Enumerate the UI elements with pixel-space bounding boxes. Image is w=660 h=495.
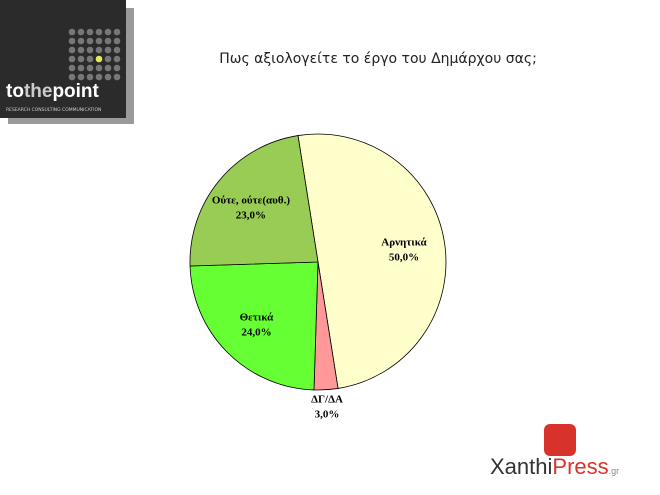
logo-dot	[86, 28, 94, 36]
logo-dot	[113, 46, 121, 54]
logo-dots	[68, 28, 121, 81]
logo-dot	[77, 28, 85, 36]
pie-slice	[189, 261, 319, 391]
logo-dot	[104, 28, 112, 36]
logo-dot	[68, 55, 76, 63]
logo-dot	[68, 37, 76, 45]
slice-label: ΔΓ/ΔΑ	[311, 394, 343, 406]
slice-label: Αρνητικά	[381, 236, 427, 248]
logo-dot	[104, 55, 112, 63]
value-label: 23,0%	[236, 210, 266, 222]
logo-tagline: RESEARCH CONSULTING COMMUNICATION	[6, 107, 101, 113]
logo-dot	[113, 28, 121, 36]
chart-title: Πως αξιολογείτε το έργο του Δημάρχου σας…	[219, 51, 537, 67]
logo-dot	[95, 28, 103, 36]
logo-part: to	[6, 81, 24, 102]
logo-dot	[95, 73, 103, 81]
logo-dot	[95, 46, 103, 54]
logo-dot	[86, 37, 94, 45]
logo-dot	[77, 46, 85, 54]
logo-dot	[86, 64, 94, 72]
slice-label: Ούτε, ούτε(αυθ.)	[212, 195, 291, 207]
pie-slice	[297, 133, 447, 389]
logo-dot	[68, 28, 76, 36]
value-label: 24,0%	[241, 327, 271, 339]
logo-dot	[68, 46, 76, 54]
logo-dot	[113, 64, 121, 72]
logo-dot	[104, 37, 112, 45]
logo-dot	[77, 64, 85, 72]
logo-dot	[68, 64, 76, 72]
logo-dot	[77, 37, 85, 45]
logo-part: the	[24, 81, 53, 102]
pie: Αρνητικά 50,0% ΔΓ/ΔΑ 3,0% Θετικά 24,0% Ούτε, ο…	[189, 133, 447, 421]
logo-dot	[104, 46, 112, 54]
logo-dot	[95, 64, 103, 72]
logo-dot	[104, 64, 112, 72]
press-icon	[544, 424, 576, 456]
logo-dot	[86, 46, 94, 54]
logo-dot	[95, 55, 103, 63]
press-part: .gr	[609, 466, 620, 476]
logo-dot	[113, 73, 121, 81]
logo-dot	[77, 73, 85, 81]
pie-slice	[189, 135, 319, 267]
value-label: 3,0%	[315, 409, 340, 421]
slice-label: Θετικά	[240, 312, 275, 324]
press-part: Xanthi	[490, 454, 552, 479]
logo-dot	[86, 55, 94, 63]
press-part: Press	[552, 454, 608, 479]
logo-text: tothepoint	[6, 81, 100, 102]
logo-dot	[104, 73, 112, 81]
logo-part: point	[52, 81, 99, 102]
press-logo: XanthiPress.gr	[490, 454, 619, 479]
logo-dot	[77, 55, 85, 63]
logo-dot	[68, 73, 76, 81]
logo-dot	[113, 55, 121, 63]
value-label: 50,0%	[389, 251, 419, 263]
logo-dot	[113, 37, 121, 45]
logo-dot	[86, 73, 94, 81]
logo-dot	[95, 37, 103, 45]
